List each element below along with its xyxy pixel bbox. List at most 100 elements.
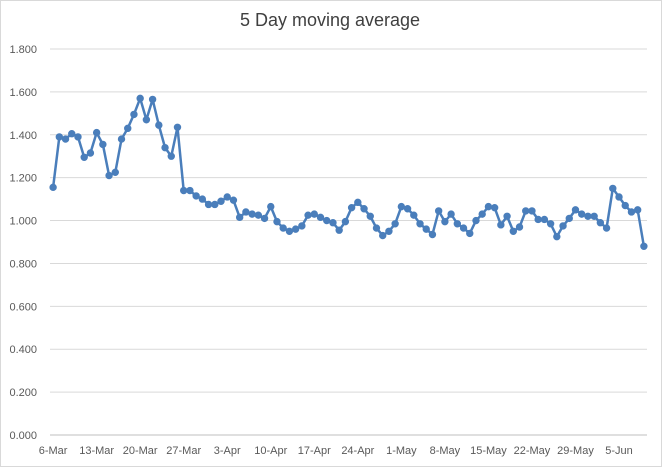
x-tick-label: 5-Jun	[605, 445, 633, 457]
data-point	[478, 210, 486, 218]
data-point	[223, 193, 231, 201]
data-point	[267, 202, 275, 211]
x-tick-label: 8-May	[430, 445, 461, 457]
data-point	[273, 217, 281, 226]
data-point	[640, 242, 648, 250]
data-point	[285, 227, 294, 235]
data-point	[540, 215, 549, 224]
data-point	[441, 217, 449, 226]
data-point	[148, 95, 157, 104]
data-point	[584, 212, 592, 220]
x-tick-label: 3-Apr	[214, 445, 241, 457]
data-point	[522, 207, 530, 215]
data-point	[217, 197, 225, 205]
data-point	[515, 223, 524, 231]
data-point	[590, 212, 598, 220]
y-tick-label: 0.200	[9, 387, 37, 399]
data-point	[111, 168, 119, 177]
x-tick-label: 24-Apr	[341, 445, 374, 457]
data-point	[627, 208, 636, 216]
data-point	[335, 226, 343, 234]
data-point	[74, 133, 82, 141]
data-point	[298, 222, 306, 230]
data-point	[578, 210, 586, 218]
data-point	[484, 202, 493, 211]
data-point	[99, 140, 107, 149]
y-tick-label: 0.400	[9, 344, 37, 356]
data-point	[117, 135, 126, 143]
data-point	[254, 211, 263, 219]
data-point	[428, 230, 437, 239]
data-point	[198, 195, 207, 203]
data-point	[92, 128, 101, 137]
y-tick-label: 1.400	[9, 130, 37, 142]
data-point	[434, 207, 443, 215]
data-point	[173, 123, 182, 131]
data-point	[242, 208, 250, 216]
data-point	[186, 186, 194, 195]
data-point	[397, 202, 406, 211]
y-tick-label: 1.200	[9, 173, 37, 185]
data-point	[391, 220, 399, 228]
y-tick-label: 0.800	[9, 258, 37, 270]
data-point	[621, 201, 629, 210]
data-point	[546, 220, 555, 228]
data-point	[260, 214, 269, 223]
data-point	[615, 193, 623, 201]
data-point	[347, 203, 356, 212]
data-point	[422, 225, 430, 233]
data-point	[124, 124, 132, 133]
data-point	[453, 220, 462, 228]
chart-title: 5 Day moving average	[239, 10, 421, 30]
data-point	[372, 224, 381, 232]
data-point	[180, 186, 188, 195]
data-point	[86, 149, 95, 157]
data-point	[609, 184, 617, 193]
x-tick-label: 1-May	[386, 445, 417, 457]
data-point	[161, 143, 169, 152]
data-point	[472, 216, 480, 225]
data-point	[304, 211, 312, 219]
y-tick-label: 0.600	[9, 301, 37, 313]
y-axis-tick-labels: 0.000 0.200 0.400 0.600 0.800 1.000 1.200 1.400…	[9, 44, 37, 442]
data-point	[379, 231, 387, 240]
data-point	[497, 221, 505, 229]
series-layer	[49, 94, 648, 250]
data-point	[316, 213, 325, 222]
data-point	[354, 198, 362, 207]
y-tick-label: 1.600	[9, 87, 37, 99]
data-point	[192, 192, 200, 200]
data-point	[49, 183, 57, 192]
data-point	[130, 110, 138, 119]
data-point	[105, 171, 113, 180]
y-tick-label: 1.000	[9, 216, 37, 228]
data-point	[235, 213, 244, 222]
data-point	[385, 227, 393, 235]
x-tick-label: 13-Mar	[79, 445, 114, 457]
data-point	[204, 200, 213, 209]
data-point	[248, 210, 256, 218]
data-point	[61, 135, 70, 143]
data-point	[509, 227, 517, 235]
data-point	[68, 130, 76, 138]
data-point	[366, 212, 374, 220]
x-tick-label: 10-Apr	[254, 445, 287, 457]
data-point	[447, 210, 455, 218]
data-point	[553, 232, 561, 241]
series-line	[51, 97, 646, 247]
y-tick-label: 0.000	[9, 430, 37, 442]
x-tick-label: 22-May	[514, 445, 551, 457]
data-point	[291, 225, 300, 233]
data-point	[55, 133, 64, 141]
data-point	[310, 210, 318, 218]
data-point	[360, 205, 368, 213]
data-point	[528, 207, 536, 215]
x-tick-label: 29-May	[557, 445, 594, 457]
x-axis-tick-labels: 6-Mar 13-Mar 20-Mar 27-Mar 3-Apr 10-Apr 17-Apr…	[39, 445, 633, 457]
data-point	[602, 224, 611, 232]
data-point	[403, 205, 412, 213]
data-point	[211, 200, 219, 209]
data-point	[559, 222, 567, 230]
